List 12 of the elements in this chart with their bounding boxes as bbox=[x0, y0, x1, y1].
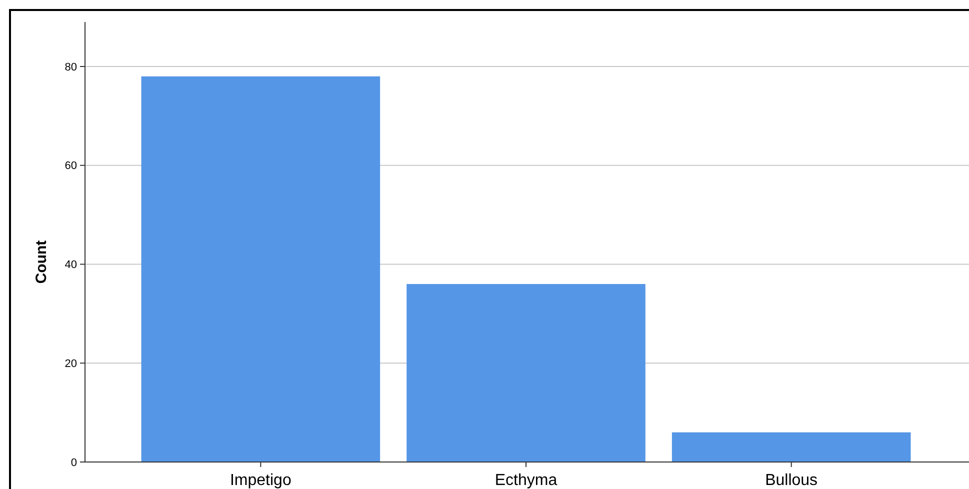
y-tick-label: 60 bbox=[64, 160, 77, 172]
x-tick-label: Impetigo bbox=[230, 472, 292, 489]
y-tick-label: 20 bbox=[64, 358, 77, 370]
y-tick-label: 0 bbox=[70, 456, 77, 469]
x-tick-label: Ecthyma bbox=[494, 472, 558, 489]
y-axis-title: Count bbox=[33, 240, 50, 284]
x-tick-label: Bullous bbox=[765, 472, 818, 489]
bar bbox=[672, 432, 911, 462]
y-tick-label: 40 bbox=[64, 259, 77, 272]
bar bbox=[141, 76, 380, 462]
bar bbox=[406, 284, 646, 462]
y-tick-label: 80 bbox=[64, 61, 77, 74]
